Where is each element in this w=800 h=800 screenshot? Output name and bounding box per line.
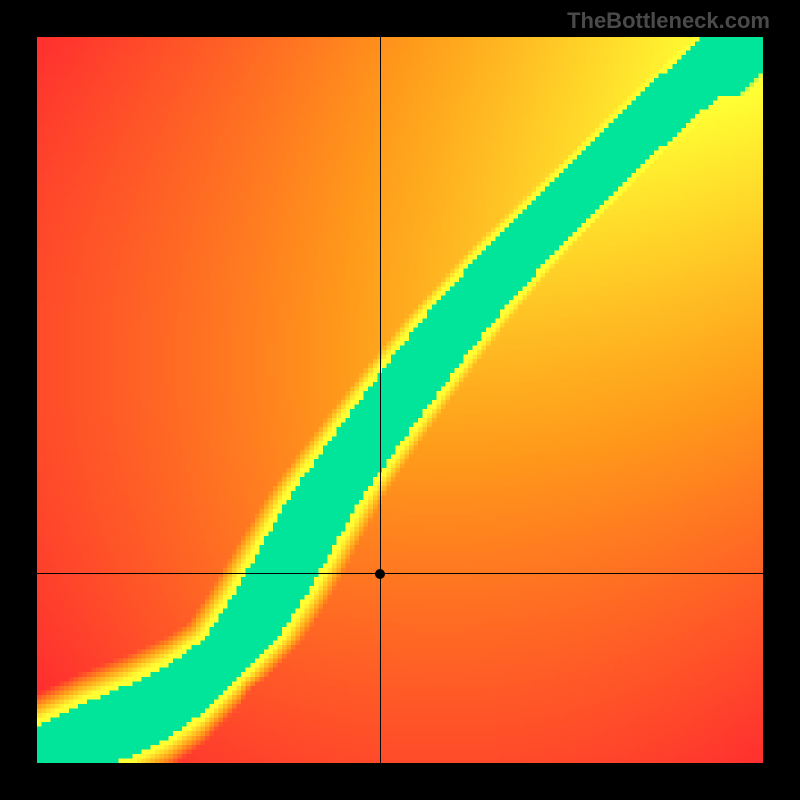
crosshair-vertical: [380, 37, 381, 763]
heatmap-plot: [37, 37, 763, 763]
crosshair-horizontal: [37, 573, 763, 574]
heatmap-canvas: [37, 37, 763, 763]
crosshair-marker: [375, 569, 385, 579]
watermark-text: TheBottleneck.com: [567, 8, 770, 34]
